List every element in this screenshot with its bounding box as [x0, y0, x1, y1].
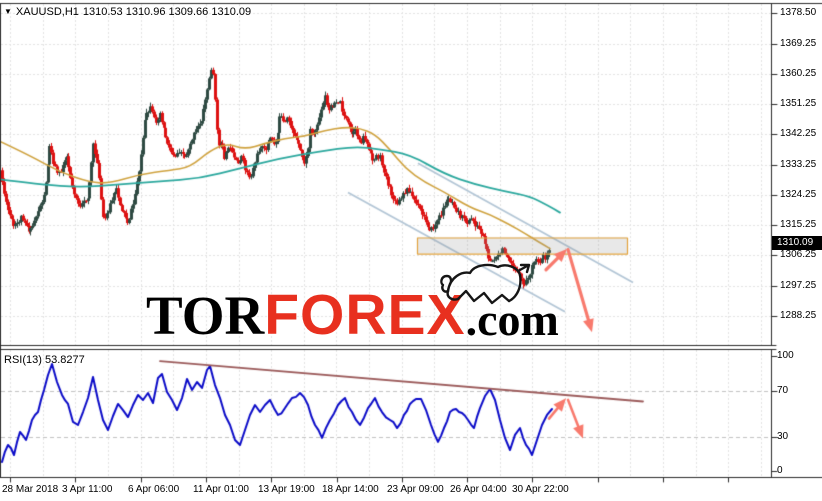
chart-title: ▼ XAUUSD,H1 1310.53 1310.96 1309.66 1310… — [4, 6, 251, 18]
logo-text-forex: FOREX — [264, 282, 466, 347]
price-axis-label: 1306.25 — [780, 249, 817, 261]
price-axis-label: 1288.25 — [780, 309, 817, 321]
logo-text-com: .com — [465, 293, 559, 345]
rsi-axis-label: 70 — [777, 384, 789, 396]
time-axis-label: 13 Apr 19:00 — [258, 484, 315, 495]
logo-text-tor: TOR — [146, 284, 265, 346]
time-axis-label: 11 Apr 01:00 — [193, 484, 249, 495]
rsi-axis-label: 0 — [777, 465, 783, 477]
price-axis-label: 1324.25 — [780, 188, 817, 200]
price-axis-label: 1360.25 — [780, 67, 817, 79]
price-axis-label: 1315.25 — [780, 219, 817, 231]
time-axis-label: 3 Apr 11:00 — [62, 484, 113, 495]
time-axis-label: 18 Apr 14:00 — [322, 484, 379, 495]
rsi-name: RSI(13) — [4, 354, 42, 366]
current-price-tag: 1310.09 — [772, 236, 822, 251]
time-axis-label: 30 Apr 22:00 — [512, 484, 569, 495]
time-axis-label: 23 Apr 09:00 — [387, 484, 444, 495]
price-axis-label: 1351.25 — [780, 98, 817, 110]
time-axis-label: 28 Mar 2018 — [2, 484, 59, 495]
price-axis-label: 1378.50 — [780, 7, 817, 19]
chart-symbol-label: XAUUSD,H1 — [15, 6, 79, 18]
rsi-axis-label: 30 — [777, 431, 789, 443]
time-axis-label: 6 Apr 06:00 — [128, 484, 180, 495]
symbol-dropdown-icon[interactable]: ▼ — [4, 7, 12, 16]
price-axis-label: 1333.25 — [780, 158, 817, 170]
rsi-value: 53.8277 — [44, 354, 85, 366]
time-axis-label: 26 Apr 04:00 — [450, 484, 507, 495]
rsi-indicator-label: RSI(13) 53.8277 — [4, 354, 85, 366]
price-axis-label: 1369.25 — [780, 37, 817, 49]
price-axis-label: 1297.25 — [780, 279, 817, 291]
rsi-axis-label: 100 — [777, 350, 794, 361]
bull-icon — [440, 263, 531, 305]
watermark-logo: TOR FOREX .com — [146, 263, 559, 347]
price-axis-label: 1342.25 — [780, 128, 817, 140]
chart-ohlc-values: 1310.53 1310.96 1309.66 1310.09 — [82, 6, 252, 18]
